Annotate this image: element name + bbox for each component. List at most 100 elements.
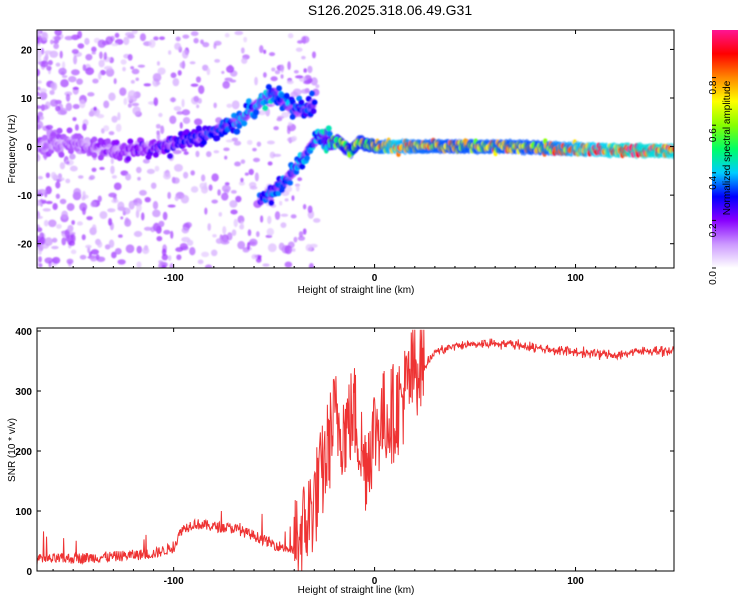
spectrogram-ridge-blob [325,125,332,132]
spectrogram-noise-blob [53,42,59,50]
spectrogram-noise-blob [198,85,205,95]
spectrogram-noise-blob [244,172,249,176]
spectrogram-noise-blob [37,105,42,110]
spectrogram-noise-blob [313,218,321,223]
snr-ylabel: SNR (10 * v/v) [7,418,18,482]
spectrogram-noise-blob [303,80,312,85]
spectrogram-noise-blob [168,255,172,261]
spectrogram-noise-blob [89,174,96,180]
spectrogram-noise-blob [37,30,41,37]
spectrogram-noise-blob [200,39,204,45]
spectrogram-noise-blob [39,91,48,101]
spectrogram-ridge-blob [97,154,104,161]
spectrogram-noise-blob [49,90,55,95]
spectrogram-noise-blob [169,97,177,103]
spectrogram-noise-blob [99,211,108,219]
colorbar-tick-label: 0.8 [708,80,719,94]
spectrogram-noise-blob [64,35,74,41]
spectrogram-noise-blob [274,211,281,220]
spectrogram-noise-blob [290,214,297,219]
spectrogram-noise-blob [172,78,180,87]
spectrogram-noise-blob [206,151,212,158]
spectrogram-noise-blob [107,208,113,213]
spectrogram-noise-blob [217,189,221,196]
spectrogram-xtick-label: 0 [372,273,378,284]
spectrogram-noise-blob [97,72,102,80]
spectrogram-ridge-blob [253,109,260,116]
spectrogram-noise-blob [181,98,185,108]
spectrogram-noise-blob [120,59,127,65]
spectrogram-noise-blob [204,207,208,215]
spectrogram-noise-blob [99,51,103,60]
spectrogram-noise-blob [38,256,42,263]
spectrogram-noise-blob [287,121,293,126]
spectrogram-noise-blob [176,111,184,115]
spectrogram-noise-blob [310,77,318,86]
spectrogram-noise-blob [54,30,62,36]
spectrogram-noise-blob [172,149,182,155]
spectrogram-noise-blob [108,92,116,101]
spectrogram-noise-blob [307,65,313,74]
spectrogram-ridge-blob [298,99,305,106]
spectrogram-noise-blob [123,36,130,46]
spectrogram-noise-blob [141,212,145,221]
spectrogram-ridge-blob [311,99,318,106]
spectrogram-ytick-label: 20 [21,45,33,56]
spectrogram-noise-blob [193,37,199,44]
spectrogram-noise-blob [76,78,83,85]
spectrogram-noise-blob [204,264,213,268]
colorbar-axes: 0.0 0.2 0.4 0.6 0.8 [708,77,719,285]
spectrogram-noise-blob [179,243,188,250]
spectrogram-noise-blob [55,62,61,67]
spectrogram-noise-blob [240,159,246,164]
spectrogram-noise-blob [280,74,284,79]
spectrogram-noise-blob [85,53,93,61]
spectrogram-noise-blob [230,189,237,194]
spectrogram-noise-blob [202,42,210,48]
spectrogram-noise-blob [270,76,278,82]
spectrogram-noise-blob [286,127,291,135]
spectrogram-noise-blob [59,50,63,59]
colorbar-tick-label: 0.4 [708,175,719,189]
spectrogram-noise-blob [281,111,290,118]
spectrogram-noise-blob [307,205,313,214]
spectrogram-noise-blob [237,241,246,250]
spectrogram-ridge-blob [214,135,221,142]
spectrogram-noise-blob [111,251,117,259]
spectrogram-noise-blob [65,102,73,112]
spectrogram-noise-blob [174,42,182,51]
spectrogram-noise-blob [263,72,267,78]
spectrogram-noise-blob [76,221,83,226]
spectrogram-noise-blob [59,162,66,170]
spectrogram-noise-blob [39,60,49,68]
spectrogram-noise-blob [267,161,273,166]
spectrogram-noise-blob [73,55,78,65]
spectrogram-noise-blob [113,182,122,191]
spectrogram-noise-blob [37,86,41,91]
spectrogram-noise-blob [90,249,99,255]
spectrogram-noise-blob [137,64,146,68]
spectrogram-noise-blob [79,202,88,212]
spectrogram-noise-blob [278,242,285,251]
spectrogram-noise-blob [195,150,200,158]
spectrogram-noise-blob [193,118,203,126]
spectrogram-noise-blob [154,165,160,172]
spectrogram-noise-blob [184,221,192,229]
spectrogram-ridge-blob [233,128,240,135]
spectrogram-noise-blob [200,174,206,182]
spectrogram-noise-blob [262,263,270,267]
spectrogram-noise-blob [213,102,217,109]
spectrogram-noise-blob [240,47,245,54]
snr-xlabel: Height of straight line (km) [298,585,415,596]
spectrogram-noise-blob [86,216,93,221]
spectrogram-noise-blob [92,78,99,84]
spectrogram-noise-blob [81,196,86,201]
spectrogram-noise-blob [297,177,303,182]
spectrogram-noise-blob [284,261,293,268]
spectrogram-ridge-blob [299,163,306,170]
spectrogram-noise-blob [181,148,188,152]
spectrogram-noise-blob [103,125,110,132]
spectrogram-noise-blob [181,226,190,234]
spectrogram-noise-blob [139,189,147,196]
